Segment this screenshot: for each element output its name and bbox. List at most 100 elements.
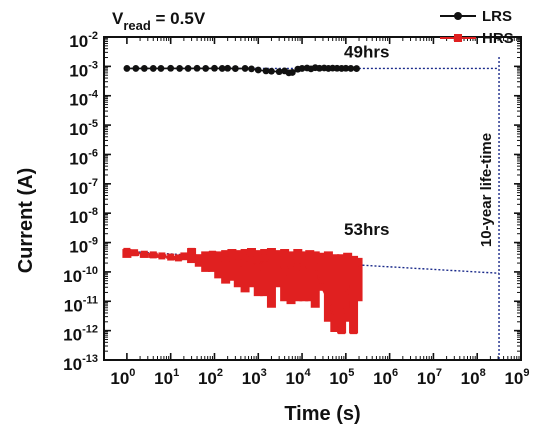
hrs-point (149, 251, 157, 259)
lrs-point (254, 66, 262, 74)
y-tick-exp: -4 (88, 89, 99, 101)
hrs-point (188, 247, 196, 255)
x-tick-base: 10 (461, 369, 480, 388)
lrs-point (132, 65, 140, 72)
x-tick-exp: 2 (217, 367, 223, 379)
lrs-point (241, 65, 249, 72)
lrs-point (288, 69, 296, 76)
hrs-point (167, 253, 175, 261)
lrs-point (224, 64, 232, 72)
y-tick-exp: -8 (88, 206, 98, 218)
y-tick-base: 10 (69, 61, 88, 80)
plot-area (103, 36, 522, 361)
hrs-point (306, 268, 314, 276)
y-tick-exp: -9 (88, 236, 98, 248)
y-tick-base: 10 (64, 296, 83, 315)
hrs-point (354, 259, 362, 267)
y-tick-label: 10-3 (69, 59, 98, 80)
lrs-point (157, 65, 165, 72)
lrs-point (275, 68, 283, 76)
x-tick-base: 10 (373, 369, 392, 388)
y-tick-exp: -5 (88, 118, 98, 130)
chart-labels: 100 101 102 103 104 105 106 107 108 10910-210-310… (15, 8, 530, 425)
hrs-point (287, 259, 295, 267)
y-tick-label: 10-7 (69, 177, 98, 198)
hrs-point (261, 254, 269, 262)
hrs-point (294, 263, 302, 271)
y-tick-exp: -10 (82, 265, 98, 277)
hrs-point (324, 297, 332, 305)
y-tick-base: 10 (63, 267, 82, 286)
x-tick-exp: 7 (436, 367, 442, 379)
x-tick-exp: 8 (480, 367, 486, 379)
hrs-point (123, 247, 131, 255)
ten-year-marker-label: 10-year life-time (478, 133, 495, 247)
x-tick-exp: 0 (129, 367, 135, 379)
lrs-point (167, 64, 175, 72)
x-tick-label: 108 (461, 367, 486, 388)
lrs-point (184, 65, 192, 72)
hrs-point (311, 263, 319, 271)
hrs-point (281, 268, 289, 276)
lrs-point (123, 65, 131, 72)
x-tick-exp: 6 (392, 367, 398, 379)
y-tick-exp: -7 (88, 177, 98, 189)
y-tick-label: 10-11 (64, 294, 98, 315)
y-tick-base: 10 (69, 32, 88, 51)
lrs-point (353, 65, 360, 72)
x-tick-base: 10 (110, 369, 129, 388)
x-tick-base: 10 (504, 369, 523, 388)
hrs-point (344, 277, 352, 285)
x-axis-title: Time (s) (284, 403, 360, 425)
hrs-point (247, 256, 255, 264)
condition-main: V (112, 9, 124, 28)
legend-label-hrs: HRS (482, 30, 514, 47)
x-tick-base: 10 (154, 369, 173, 388)
y-tick-exp: -13 (82, 353, 98, 365)
lrs-point (218, 65, 226, 72)
y-tick-base: 10 (69, 179, 88, 198)
hrs-point (202, 252, 210, 260)
x-tick-label: 109 (504, 367, 529, 388)
hrs-point (350, 327, 358, 335)
hrs-point (222, 256, 230, 264)
x-tick-base: 10 (417, 369, 436, 388)
y-tick-base: 10 (63, 355, 82, 374)
y-tick-label: 10-13 (63, 353, 98, 374)
y-tick-label: 10-9 (69, 236, 98, 257)
plot-frame (103, 36, 522, 361)
y-tick-label: 10-4 (69, 89, 99, 110)
y-tick-exp: -2 (88, 30, 98, 42)
y-tick-label: 10-12 (63, 324, 98, 345)
hrs-point (180, 252, 188, 260)
annotation-53hrs: 53hrs (344, 220, 389, 239)
x-tick-base: 10 (242, 369, 261, 388)
lrs-point (176, 65, 184, 72)
hrs-point (174, 254, 182, 262)
hrs-point (254, 263, 262, 271)
lrs-point (193, 64, 201, 72)
x-tick-label: 102 (198, 367, 223, 388)
hrs-point (234, 259, 242, 267)
lrs-point (231, 65, 239, 72)
x-tick-base: 10 (198, 369, 217, 388)
x-tick-exp: 1 (173, 367, 179, 379)
x-tick-label: 104 (286, 367, 312, 388)
x-tick-base: 10 (286, 369, 305, 388)
x-tick-base: 10 (329, 369, 348, 388)
hrs-point (331, 318, 339, 326)
lrs-point (149, 65, 157, 72)
y-tick-exp: -11 (83, 294, 98, 306)
annotation-49hrs: 49hrs (344, 43, 389, 62)
y-axis-title: Current (A) (15, 168, 37, 274)
y-tick-base: 10 (69, 238, 88, 257)
hrs-point (267, 259, 275, 267)
x-tick-label: 100 (110, 367, 135, 388)
lrs-point (347, 65, 355, 72)
hrs-point (338, 327, 346, 335)
hrs-point (195, 254, 203, 262)
y-tick-exp: -6 (88, 147, 98, 159)
x-tick-exp: 3 (261, 367, 267, 379)
x-tick-label: 103 (242, 367, 267, 388)
